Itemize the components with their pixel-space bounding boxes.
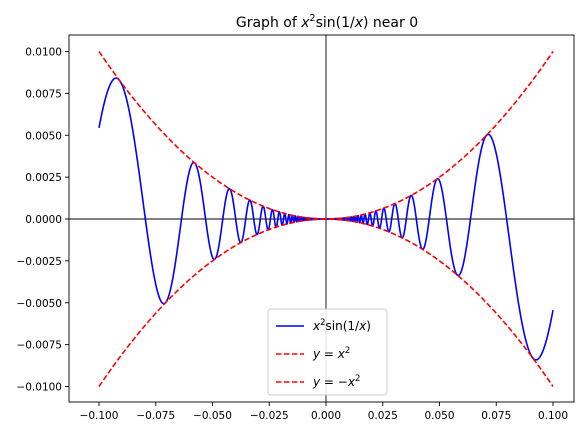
legend-box [267,308,388,396]
y-tick-label: 0.0050 [25,130,62,142]
x-tick-label: −0.100 [80,410,119,422]
title-sup: 2 [310,13,316,24]
x-tick-label: 0.075 [481,410,511,422]
y-tick-label: 0.0025 [25,172,62,184]
y-tick-label: 0.0075 [25,88,62,100]
x-tick-label: 0.100 [538,410,568,422]
legend-label-2: y = −x2 [312,374,360,389]
y-tick-label: −0.0100 [16,382,62,394]
x-tick-label: −0.025 [250,410,289,422]
legend-label-0: x2sin(1/x) [312,318,371,333]
axes: −0.100 −0.075 −0.050 −0.025 0.000 0.025 0.050 0… [16,34,575,422]
chart-title: Graph of x2sin(1/x) near 0 [236,13,418,31]
title-base: Graph of [236,15,301,31]
y-tick-label: −0.0025 [16,256,62,268]
title-var: x [300,15,310,31]
y-tick-label: −0.0075 [16,340,62,352]
x-tick-label: 0.000 [311,410,341,422]
legend-label-1: y = x2 [312,346,350,361]
title-mid: sin(1/ [316,15,355,31]
x-tick-label: −0.075 [136,410,175,422]
series-line-2 [98,218,554,387]
x-tick-label: 0.050 [424,410,454,422]
x-tick-label: −0.050 [193,410,232,422]
y-tick-label: 0.0000 [25,214,62,226]
legend: x2sin(1/x) y = x2 y = −x2 [267,308,388,396]
plot-area [69,35,574,402]
plot-frame [68,34,575,403]
y-tick-label: −0.0050 [16,298,62,310]
title-var2: x [354,15,364,31]
x-tick-label: 0.025 [368,410,398,422]
title-end: ) near 0 [363,15,418,31]
y-tick-label: 0.0100 [25,47,62,59]
